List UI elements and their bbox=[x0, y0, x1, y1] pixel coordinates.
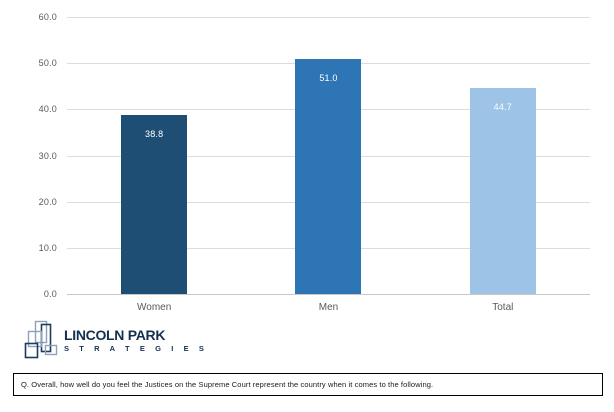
y-tick-label: 40.0 bbox=[38, 104, 57, 115]
bar-total: 44.7 bbox=[469, 87, 536, 294]
y-tick-label: 50.0 bbox=[38, 58, 57, 69]
logo-squares-icon bbox=[24, 320, 58, 359]
axis-baseline: 0.0 bbox=[44, 289, 590, 299]
bar-series: 38.8 51.0 44.7 bbox=[67, 17, 590, 294]
bar-men: 51.0 bbox=[295, 58, 362, 294]
bar-slot-women: 38.8 bbox=[67, 17, 241, 294]
bar-slot-men: 51.0 bbox=[241, 17, 415, 294]
x-tick-label-men: Men bbox=[318, 302, 339, 313]
bar-value-label: 44.7 bbox=[493, 101, 512, 112]
logo-text: LINCOLN PARK S T R A T E G I E S bbox=[64, 328, 208, 354]
logo-title: LINCOLN PARK bbox=[64, 327, 166, 343]
question-text: Q. Overall, how well do you feel the Jus… bbox=[21, 380, 434, 389]
bar-value-label: 38.8 bbox=[144, 128, 164, 139]
y-tick-label: 20.0 bbox=[38, 196, 57, 207]
bar-women: 38.8 bbox=[121, 114, 188, 294]
y-tick-label: 60.0 bbox=[38, 12, 57, 22]
x-tick-label-total: Total bbox=[492, 302, 514, 313]
logo-subtitle: S T R A T E G I E S bbox=[64, 344, 209, 353]
gridline: 60.0 bbox=[39, 12, 590, 22]
question-footnote-box: Q. Overall, how well do you feel the Jus… bbox=[13, 373, 603, 396]
bar-slot-total: 44.7 bbox=[416, 17, 590, 294]
bar-value-label: 51.0 bbox=[319, 72, 338, 83]
y-tick-label: 10.0 bbox=[38, 242, 57, 253]
plot-area: 60.0 50.0 40.0 30.0 20.0 10.0 0.0 38.8 5… bbox=[39, 12, 590, 313]
lincoln-park-strategies-logo: LINCOLN PARK S T R A T E G I E S bbox=[24, 320, 208, 362]
x-axis-labels: Women Men Total bbox=[67, 302, 590, 313]
x-tick-label-women: Women bbox=[137, 302, 172, 313]
y-tick-label: 0.0 bbox=[43, 289, 57, 299]
y-tick-label: 30.0 bbox=[38, 150, 57, 161]
